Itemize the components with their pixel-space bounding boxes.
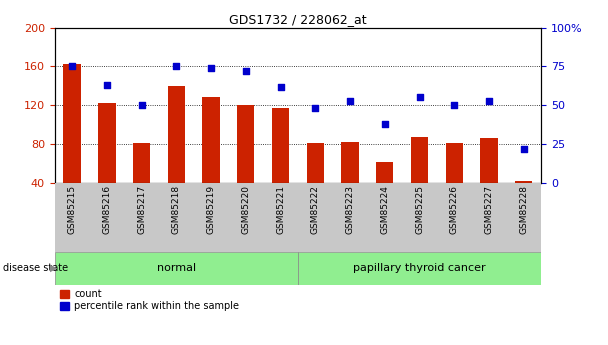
Text: normal: normal [157, 263, 196, 273]
Point [171, 63, 181, 69]
Text: GSM85219: GSM85219 [207, 185, 216, 234]
Point [241, 68, 250, 74]
Text: GSM85224: GSM85224 [380, 185, 389, 234]
Point [137, 102, 147, 108]
Text: GSM85221: GSM85221 [276, 185, 285, 234]
Point [102, 82, 112, 88]
Title: GDS1732 / 228062_at: GDS1732 / 228062_at [229, 13, 367, 27]
Text: disease state: disease state [3, 263, 68, 273]
Text: GSM85222: GSM85222 [311, 185, 320, 234]
Text: ▶: ▶ [50, 263, 58, 273]
Point [449, 102, 459, 108]
Text: GSM85223: GSM85223 [345, 185, 354, 234]
Text: GSM85226: GSM85226 [450, 185, 459, 234]
Bar [98, 103, 116, 183]
Bar [133, 143, 150, 183]
Text: GSM85220: GSM85220 [241, 185, 250, 234]
Point [415, 95, 424, 100]
Bar [411, 137, 428, 183]
Bar [446, 143, 463, 183]
Text: GSM85216: GSM85216 [102, 185, 111, 234]
Text: papillary thyroid cancer: papillary thyroid cancer [353, 263, 486, 273]
Text: GSM85218: GSM85218 [172, 185, 181, 234]
Point [275, 84, 285, 89]
Point [519, 146, 528, 151]
Point [311, 106, 320, 111]
Bar [202, 97, 219, 183]
Bar [272, 108, 289, 183]
Bar [237, 105, 255, 183]
Point [206, 65, 216, 71]
Bar [63, 63, 81, 183]
Point [380, 121, 390, 127]
Text: GSM85228: GSM85228 [519, 185, 528, 234]
Text: GSM85215: GSM85215 [67, 185, 77, 234]
Legend: count, percentile rank within the sample: count, percentile rank within the sample [60, 289, 239, 312]
Bar [376, 161, 393, 183]
Bar [306, 143, 324, 183]
Text: GSM85227: GSM85227 [485, 185, 494, 234]
Text: GSM85217: GSM85217 [137, 185, 146, 234]
Bar [168, 86, 185, 183]
Point [67, 63, 77, 69]
Bar [341, 142, 359, 183]
Text: GSM85225: GSM85225 [415, 185, 424, 234]
Bar [480, 138, 498, 183]
Point [484, 98, 494, 104]
Bar [515, 181, 533, 183]
Point [345, 98, 355, 104]
Bar [298, 252, 541, 285]
Bar [55, 252, 298, 285]
